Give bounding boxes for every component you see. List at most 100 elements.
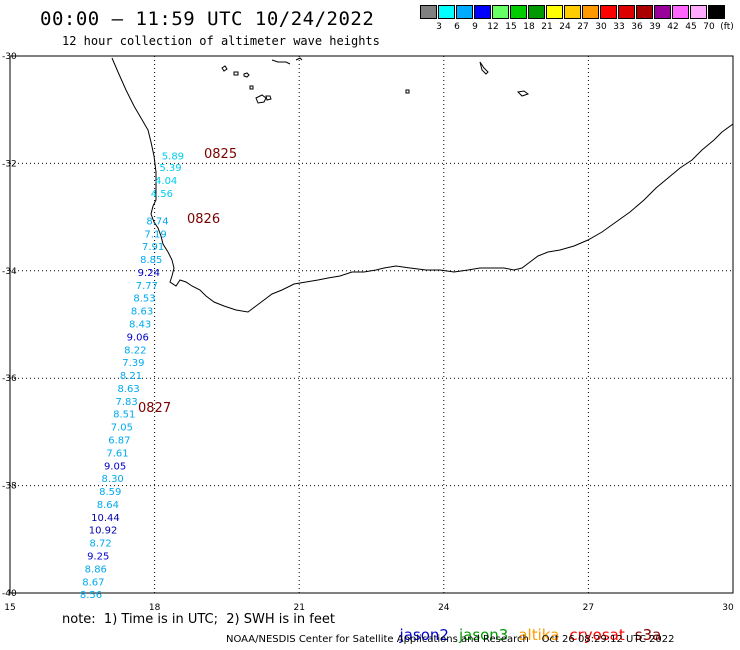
lat-tick-label: -36	[2, 374, 17, 384]
swh-point-label: 10.44	[91, 513, 120, 524]
lat-tick-label: -40	[2, 589, 17, 599]
lon-tick-label: 27	[583, 603, 594, 613]
colorbar-cell	[564, 5, 581, 19]
swh-point-label: 6.87	[108, 435, 130, 446]
swh-point-label: 10.92	[89, 526, 118, 537]
colorbar-cell	[420, 5, 437, 19]
colorbar-label: 33	[613, 22, 625, 32]
legend-s3a: s3a	[634, 626, 662, 644]
swh-point-label: 8.59	[99, 487, 121, 498]
swh-point-label: 7.05	[111, 423, 133, 434]
colorbar-label: 6	[454, 22, 460, 32]
swh-point-label: 8.85	[140, 255, 162, 266]
swh-point-label: 4.56	[151, 189, 173, 200]
colorbar-cell	[636, 5, 653, 19]
lat-tick-label: -32	[2, 159, 17, 169]
colorbar-cell	[672, 5, 689, 19]
credit-line: NOAA/NESDIS Center for Satellite Applica…	[226, 634, 675, 645]
colorbar-cell	[690, 5, 707, 19]
colorbar-label: 21	[541, 22, 553, 32]
coastline-south-africa	[111, 57, 734, 313]
colorbar-cell	[438, 5, 455, 19]
swh-point-label: 8.51	[113, 410, 135, 421]
swh-point-label: 8.67	[82, 577, 104, 588]
swh-point-label: 8.53	[133, 294, 155, 305]
swh-point-label: 7.19	[144, 229, 166, 240]
swh-point-label: 9.25	[87, 551, 109, 562]
swh-point-label: 7.91	[142, 242, 164, 253]
swh-point-label: 7.77	[136, 281, 158, 292]
colorbar-label: 36	[631, 22, 643, 32]
swh-point-label: 8.74	[146, 216, 168, 227]
pass-label-0826: 0826	[187, 212, 220, 227]
colorbar-label: 18	[523, 22, 535, 32]
colorbar-label: 27	[577, 22, 589, 32]
colorbar-label: 12	[487, 22, 499, 32]
lon-tick-label: 18	[149, 603, 161, 613]
colorbar-label: 42	[667, 22, 679, 32]
swh-points: 5.895.39 4.04 4.56 8.74 7.19 7.91 8.85 9.24 7.77…	[80, 151, 184, 601]
colorbar-cell	[582, 5, 599, 19]
legend-jason3: jason3	[458, 626, 509, 644]
graticule	[10, 56, 733, 593]
swh-point-label: 8.43	[129, 320, 151, 331]
colorbar-cell	[708, 5, 725, 19]
colorbar-cell	[510, 5, 527, 19]
colorbar-label: 24	[559, 22, 571, 32]
swh-point-label: 4.04	[155, 176, 177, 187]
note-text: note: 1) Time is in UTC; 2) SWH is in fe…	[62, 612, 335, 627]
swh-point-label: 7.61	[106, 448, 128, 459]
colorbar-label: 30	[595, 22, 607, 32]
map-title: 00:00 – 11:59 UTC 10/24/2022	[40, 8, 375, 30]
colorbar-label: 45	[685, 22, 697, 32]
swh-point-label: 9.06	[127, 332, 149, 343]
lat-tick-label: -38	[2, 482, 17, 492]
colorbar-label: 39	[649, 22, 661, 32]
lon-tick-label: 15	[4, 603, 15, 613]
colorbar-label: 3	[436, 22, 442, 32]
map-subtitle: 12 hour collection of altimeter wave hei…	[62, 34, 380, 48]
legend-jason2: jason2	[399, 626, 449, 644]
swh-point-label: 8.63	[131, 307, 153, 318]
swh-point-label: 8.72	[89, 539, 111, 550]
swh-point-label: 8.86	[85, 564, 107, 575]
lat-tick-label: -34	[2, 267, 17, 277]
colorbar-cell	[474, 5, 491, 19]
satellite-legend: jason2 jason3 altika cryosat s3a	[390, 608, 671, 644]
swh-point-label: 8.63	[117, 384, 139, 395]
swh-point-label: 8.56	[80, 590, 102, 601]
lon-tick-label: 30	[722, 603, 734, 613]
map-frame	[9, 55, 734, 594]
swh-point-label: 5.89	[162, 151, 184, 162]
legend-altika: altika	[518, 626, 560, 644]
colorbar-cell	[456, 5, 473, 19]
swh-point-label: 9.24	[138, 268, 160, 279]
legend-cryosat: cryosat	[569, 626, 625, 644]
colorbar-label: 15	[505, 22, 517, 32]
lon-tick-label: 24	[438, 603, 450, 613]
lon-tick-label: 21	[293, 603, 304, 613]
colorbar-cell	[492, 5, 509, 19]
colorbar-cell	[528, 5, 545, 19]
swh-point-label: 8.30	[102, 474, 124, 485]
swh-point-label: 5.39	[159, 163, 181, 174]
swh-point-label: 8.22	[124, 345, 146, 356]
colorbar-cell	[654, 5, 671, 19]
islands	[221, 57, 530, 104]
axis-labels: -30 -32 -34 -36 -38 -40 15 18 21 24 27 30	[2, 52, 734, 613]
swh-point-label: 8.21	[120, 371, 142, 382]
pass-label-0825: 0825	[204, 147, 237, 162]
colorbar-label: 9	[472, 22, 478, 32]
pass-label-0827: 0827	[138, 401, 171, 416]
lat-tick-label: -30	[2, 52, 17, 62]
colorbar-cell	[600, 5, 617, 19]
swh-point-label: 7.83	[116, 397, 138, 408]
colorbar-label: 70	[703, 22, 715, 32]
swh-point-label: 8.64	[97, 500, 119, 511]
colorbar-cell	[618, 5, 635, 19]
swh-point-label: 7.39	[122, 358, 144, 369]
swh-point-label: 9.05	[104, 461, 126, 472]
colorbar-label: (ft)	[720, 22, 734, 32]
colorbar-cell	[546, 5, 563, 19]
